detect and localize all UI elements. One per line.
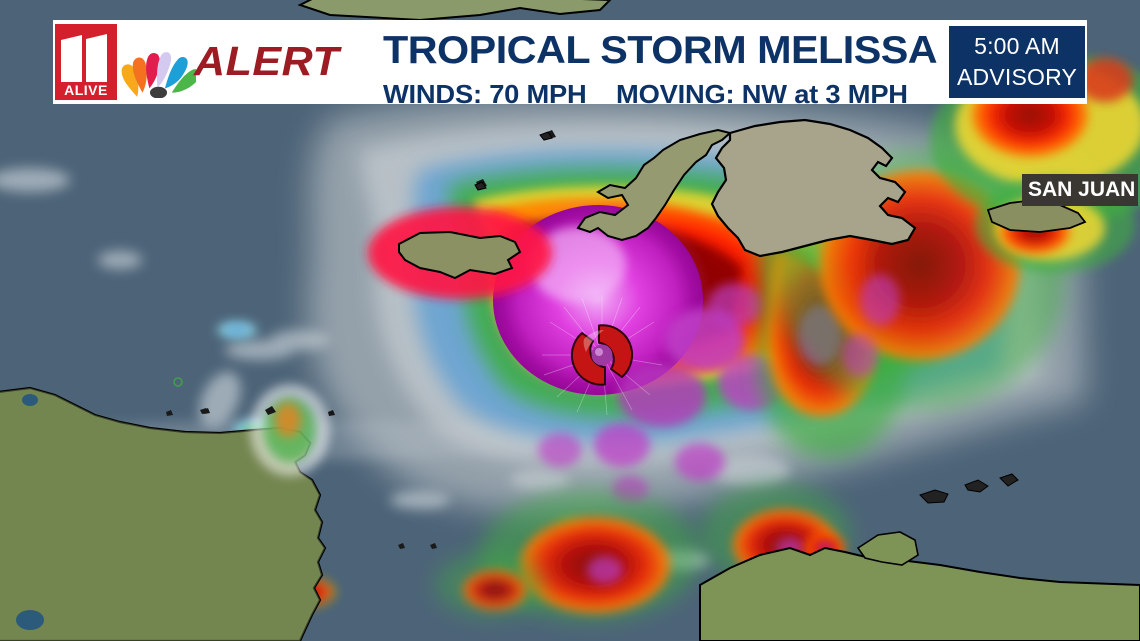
svg-text:ALIVE: ALIVE [64, 82, 108, 98]
